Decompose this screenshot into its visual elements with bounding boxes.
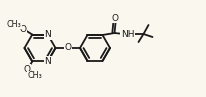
Text: NH: NH [121, 29, 134, 39]
Text: O: O [24, 65, 31, 74]
Text: N: N [44, 57, 51, 66]
Text: CH₃: CH₃ [7, 20, 22, 29]
Text: CH₃: CH₃ [28, 71, 43, 80]
Text: O: O [112, 14, 119, 23]
Text: O: O [20, 25, 27, 34]
Text: O: O [64, 43, 71, 52]
Text: N: N [44, 30, 51, 39]
